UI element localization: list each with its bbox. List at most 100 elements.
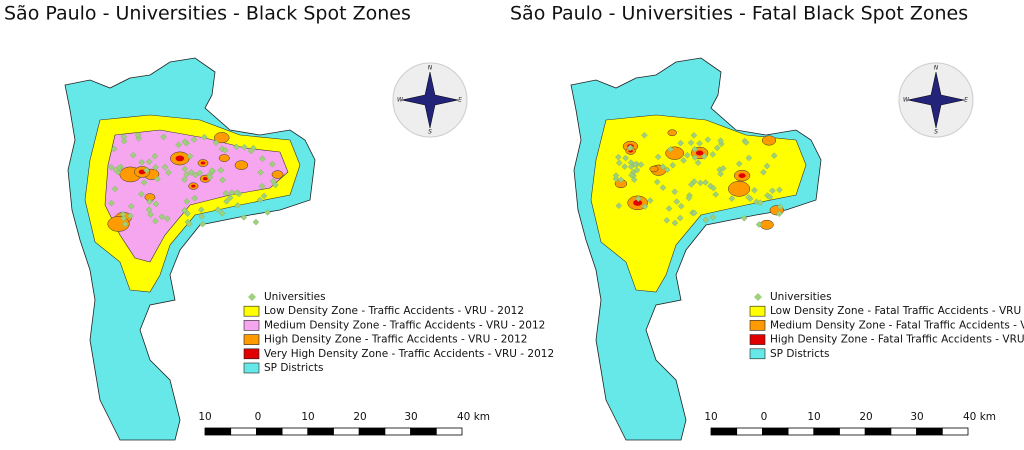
university-marker	[198, 213, 206, 220]
zone-high	[759, 219, 774, 230]
scale-segment	[230, 427, 257, 436]
zone-high	[761, 135, 777, 146]
university-marker	[712, 191, 719, 198]
university-marker	[151, 153, 159, 160]
scale-segment	[410, 427, 437, 436]
university-marker	[694, 159, 702, 167]
university-marker	[697, 179, 704, 187]
university-marker	[702, 216, 710, 224]
legend-swatch	[243, 320, 260, 331]
university-marker	[691, 154, 699, 161]
compass-label: S	[934, 129, 938, 136]
university-marker	[269, 160, 276, 168]
university-marker	[671, 219, 679, 227]
university-marker	[742, 139, 750, 146]
university-marker	[217, 166, 225, 174]
university-marker	[641, 203, 649, 210]
scale-label: 20	[859, 411, 872, 423]
university-marker	[152, 217, 159, 225]
university-marker	[688, 181, 695, 188]
scale-label: 40 km	[457, 411, 490, 423]
legend-swatch	[749, 305, 766, 317]
legend-swatch	[243, 362, 260, 374]
university-marker	[635, 195, 642, 203]
university-marker	[184, 210, 191, 217]
university-marker	[696, 140, 703, 147]
university-marker	[181, 165, 189, 173]
legend-swatch	[243, 348, 260, 360]
districts	[570, 57, 822, 441]
scale-label: 30	[404, 411, 417, 423]
map-panel: São Paulo - Universities - Black Spot Zo…	[4, 3, 554, 441]
compass-label: E	[964, 97, 968, 104]
university-marker	[121, 220, 129, 228]
university-marker	[183, 171, 190, 178]
university-marker	[673, 198, 681, 205]
university-marker	[676, 214, 684, 222]
university-marker	[199, 220, 206, 228]
scale-label: 0	[255, 411, 262, 423]
university-marker	[218, 209, 226, 217]
university-marker	[233, 143, 240, 151]
legend-swatch	[749, 320, 766, 331]
legend-label: High Density Zone - Traffic Accidents - …	[264, 334, 527, 346]
university-marker	[677, 139, 684, 147]
university-marker	[701, 153, 708, 160]
scale-segment	[787, 427, 815, 436]
university-marker	[728, 195, 736, 202]
university-marker	[654, 153, 662, 161]
legend-swatch	[243, 334, 260, 345]
zone-top	[191, 184, 196, 188]
scale-segment	[890, 427, 917, 436]
university-marker	[192, 171, 199, 179]
university-marker	[181, 176, 188, 183]
university-marker	[764, 192, 771, 199]
panel-title: São Paulo - Universities - Fatal Black S…	[510, 3, 968, 25]
university-marker	[756, 199, 764, 206]
legend-label: Very High Density Zone - Traffic Acciden…	[264, 348, 554, 360]
university-marker	[186, 152, 194, 160]
zone-high	[667, 129, 677, 137]
university-marker	[214, 206, 222, 213]
university-marker	[152, 200, 160, 208]
university-marker	[745, 154, 753, 162]
university-marker	[710, 184, 717, 192]
university-marker	[223, 198, 230, 205]
university-marker	[633, 166, 641, 174]
university-marker	[258, 182, 266, 190]
university-marker	[198, 206, 205, 214]
university-marker	[120, 215, 127, 222]
university-marker	[222, 189, 230, 197]
legend-label: Medium Density Zone - Traffic Accidents …	[264, 319, 545, 331]
university-marker	[637, 161, 645, 168]
university-marker	[709, 213, 717, 221]
university-marker	[108, 199, 115, 207]
legend-label: Low Density Zone - Traffic Accidents - V…	[264, 305, 524, 317]
university-marker	[663, 217, 671, 224]
university-marker	[755, 221, 763, 228]
scale-segment	[435, 427, 463, 436]
university-marker	[247, 147, 255, 155]
university-marker	[135, 135, 142, 142]
districts	[64, 57, 316, 441]
university-marker	[646, 197, 654, 204]
scale-segment	[307, 427, 334, 436]
legend-label: SP Districts	[264, 362, 324, 374]
university-marker	[186, 220, 193, 228]
zone-top	[633, 199, 643, 206]
university-marker	[181, 138, 189, 146]
zone-top	[738, 173, 746, 178]
scale-label: 10	[198, 411, 211, 423]
university-marker	[770, 152, 778, 159]
university-marker	[120, 137, 128, 145]
scale-segment	[333, 427, 360, 436]
compass-label: N	[934, 65, 939, 72]
zone-top	[200, 161, 206, 165]
university-marker	[196, 169, 204, 177]
university-marker	[735, 160, 743, 168]
university-marker	[622, 154, 629, 162]
university-marker	[615, 202, 623, 210]
university-marker	[769, 187, 776, 195]
university-marker	[219, 176, 226, 184]
university-marker	[111, 185, 119, 193]
